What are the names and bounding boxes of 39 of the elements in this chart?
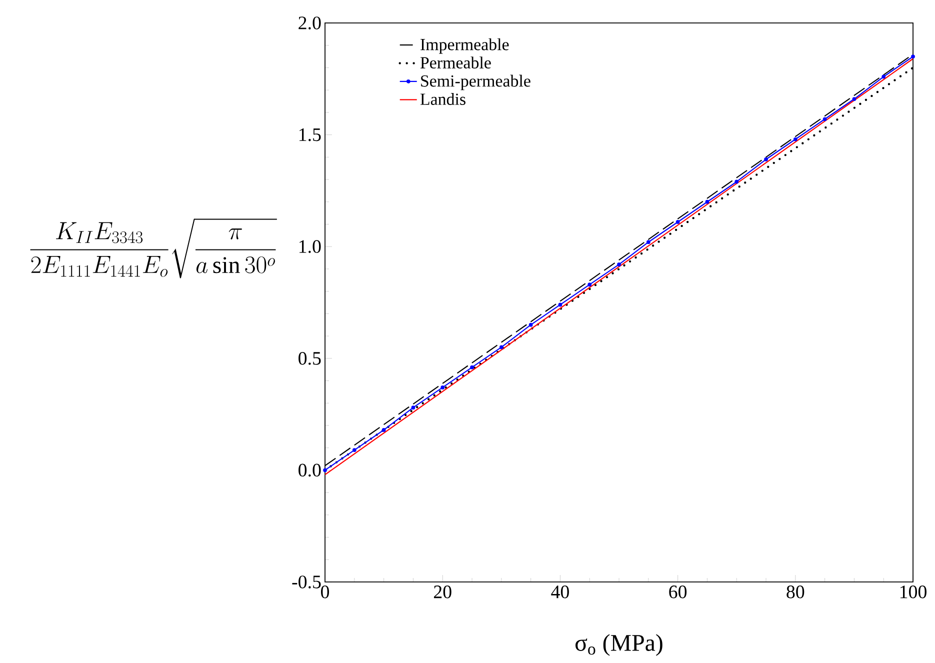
- point: [793, 137, 798, 142]
- point: [822, 117, 827, 122]
- point: [911, 54, 915, 58]
- x-tick-label: 40: [551, 586, 569, 598]
- legend-label: Permeable: [420, 56, 491, 68]
- y-tick-label: 0.5: [298, 352, 321, 365]
- point: [470, 365, 474, 370]
- x-tick-label: 20: [434, 586, 452, 598]
- point: [676, 220, 680, 224]
- y-tick-label: 0.0: [298, 464, 321, 477]
- point: [323, 468, 327, 472]
- point: [558, 302, 562, 307]
- point: [882, 74, 886, 79]
- x-tick-label: 60: [669, 586, 687, 598]
- y-tick-label: 1.5: [299, 128, 321, 142]
- y-axis-title: $\frac{K_{II}E_{3343}}{2E_{1111}E_{1441}E_{o}}\sqrt{\frac{\pi}{a\sin 30^{o}}}$: [30, 218, 277, 278]
- point: [352, 448, 356, 452]
- y-tick-label: 1.0: [299, 240, 321, 254]
- x-tick-label: 0: [320, 586, 330, 598]
- point: [411, 406, 416, 410]
- x-tick-label: 80: [786, 586, 804, 598]
- point: [528, 322, 533, 327]
- point: [646, 240, 650, 244]
- y-tick-label: 2.0: [298, 16, 321, 30]
- x-tick-label: 100: [900, 586, 926, 598]
- point: [734, 180, 739, 184]
- legend-label: Impermeable: [420, 38, 509, 54]
- x-axis-title: σ$_{o}$ (MPa): [575, 634, 662, 656]
- point: [764, 157, 768, 162]
- point: [705, 200, 710, 204]
- legend-label: Semi-permeable: [421, 74, 530, 90]
- point: [382, 428, 386, 432]
- point: [499, 345, 504, 350]
- y-tick-label: -0.5: [292, 576, 321, 588]
- point: [588, 282, 592, 287]
- legend-label: Landis: [420, 93, 466, 105]
- point: [617, 262, 621, 266]
- point: [440, 386, 445, 390]
- point: [852, 97, 856, 101]
